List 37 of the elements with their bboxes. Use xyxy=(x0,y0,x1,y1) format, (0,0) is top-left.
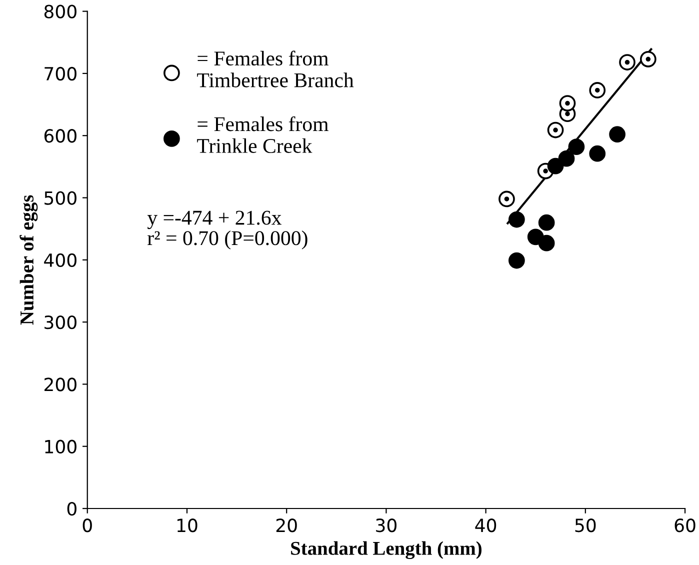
x-axis-title: Standard Length (mm) xyxy=(291,541,482,560)
point xyxy=(568,138,585,155)
y-tick-label: 0 xyxy=(67,502,76,516)
x-tick-label: 20 xyxy=(276,518,297,532)
x-tick-label: 50 xyxy=(575,518,596,532)
point xyxy=(558,150,575,167)
annotation: r² = 0.70 (P=0.000) xyxy=(148,230,308,250)
y-axis-title: Number of eggs xyxy=(20,195,38,325)
annotation: y =-474 + 21.6x xyxy=(147,210,282,230)
x-tick-label: 60 xyxy=(674,518,696,532)
legend-label: = Females from Trinkle Creek xyxy=(197,116,328,154)
point xyxy=(538,234,555,252)
point xyxy=(498,190,515,208)
point xyxy=(538,214,555,231)
point xyxy=(547,122,564,138)
point xyxy=(508,252,525,269)
x-tick-label: 40 xyxy=(475,518,496,532)
point xyxy=(547,158,564,174)
y-tick-label: 500 xyxy=(44,191,76,205)
x-tick-label: 0 xyxy=(82,518,92,532)
y-tick-label: 100 xyxy=(45,440,76,454)
y-tick-label: 300 xyxy=(44,316,76,330)
point xyxy=(619,54,636,70)
point xyxy=(559,95,576,112)
point xyxy=(640,50,656,68)
y-tick-label: 400 xyxy=(44,253,76,268)
x-tick-label: 10 xyxy=(177,518,198,532)
point xyxy=(589,82,606,98)
y-tick-label: 200 xyxy=(44,378,76,392)
y-tick-label: 700 xyxy=(44,66,76,81)
x-tick-label: 30 xyxy=(376,518,396,532)
point xyxy=(609,126,626,143)
point xyxy=(508,211,525,228)
point xyxy=(589,145,606,162)
y-tick-label: 800 xyxy=(44,4,76,18)
legend-label: = Females from Timbertree Branch xyxy=(197,50,354,88)
y-tick-label: 600 xyxy=(44,129,76,143)
